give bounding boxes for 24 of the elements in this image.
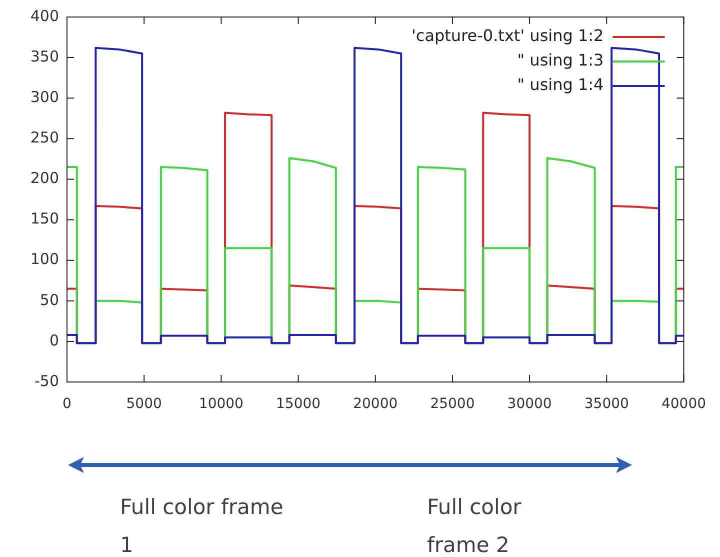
x-tick-label: 25000 xyxy=(430,396,475,412)
y-tick-label: 300 xyxy=(30,88,59,106)
y-tick-label: 100 xyxy=(30,250,59,268)
y-tick-label: 400 xyxy=(30,6,59,25)
x-tick-label: 0 xyxy=(62,396,72,412)
legend-label: " using 1:4 xyxy=(517,75,604,94)
legend-label: " using 1:3 xyxy=(517,50,604,70)
x-tick-label: 15000 xyxy=(276,396,321,412)
y-tick-label: 50 xyxy=(40,290,59,309)
y-tick-label: 150 xyxy=(30,210,59,228)
x-tick-label: 40000 xyxy=(661,396,706,412)
x-tick-label: 5000 xyxy=(126,396,162,412)
legend-label: 'capture-0.txt' using 1:2 xyxy=(412,26,604,46)
y-tick-label: -50 xyxy=(34,372,59,390)
text: Full color frame 2 xyxy=(427,494,522,557)
y-tick-label: 250 xyxy=(30,128,59,147)
text: Full color frame 1 xyxy=(120,494,284,557)
y-tick-label: 350 xyxy=(30,47,59,66)
x-tick-label: 10000 xyxy=(198,396,244,412)
x-tick-label: 20000 xyxy=(353,396,398,412)
x-tick-label: 35000 xyxy=(584,396,629,412)
x-tick-label: 30000 xyxy=(507,396,552,412)
y-tick-label: 200 xyxy=(30,169,59,188)
y-tick-label: 0 xyxy=(49,331,59,350)
